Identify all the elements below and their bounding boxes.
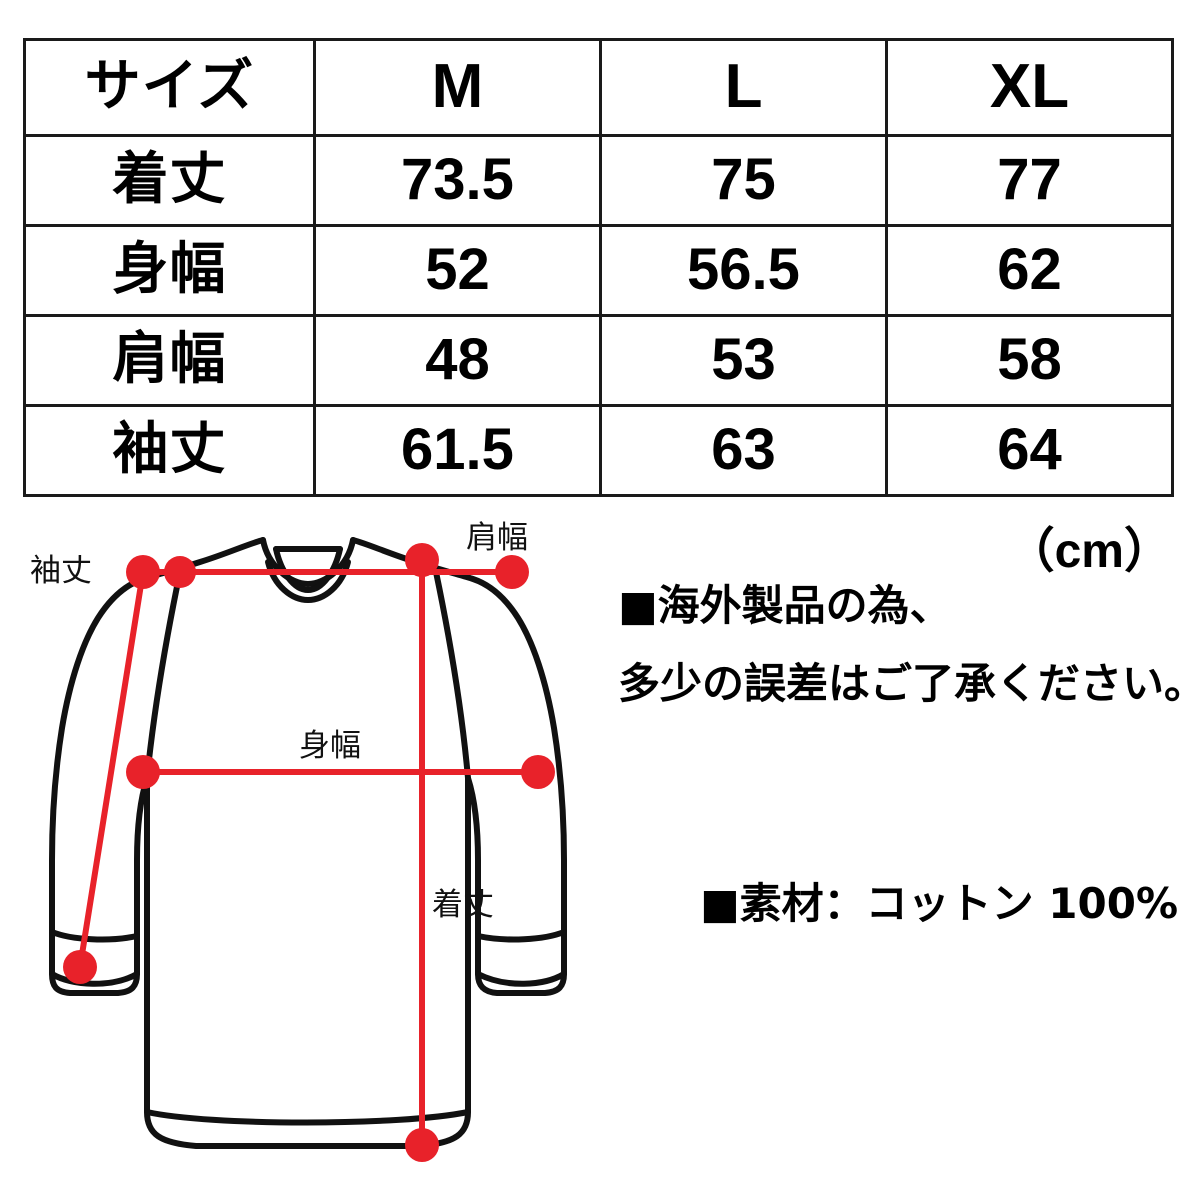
cell-value: 52 bbox=[425, 237, 490, 303]
cell-sodetake-m: 61.5 bbox=[313, 403, 602, 498]
diagram-label-shoulder-width: 肩幅 bbox=[466, 520, 528, 556]
point-shoulder-right bbox=[495, 555, 529, 589]
row-label-text: 肩幅 bbox=[112, 327, 227, 393]
header-label-size: サイズ bbox=[84, 54, 255, 120]
header-cell-l: L bbox=[599, 38, 888, 137]
cell-value: 48 bbox=[425, 327, 490, 393]
cell-sodetake-xl: 64 bbox=[885, 403, 1174, 498]
point-chest-right bbox=[521, 755, 555, 789]
point-hem-bottom bbox=[405, 1128, 439, 1162]
cell-katahaba-l: 53 bbox=[599, 313, 888, 407]
cell-value: 56.5 bbox=[687, 237, 800, 303]
cell-value: 64 bbox=[997, 417, 1062, 483]
row-label-text: 袖丈 bbox=[112, 417, 227, 483]
point-sleeve-top bbox=[126, 555, 160, 589]
size-chart-table: サイズ M L XL 着丈 73.5 75 77 bbox=[23, 38, 1174, 498]
cell-value: 61.5 bbox=[401, 417, 514, 483]
diagram-label-sleeve-length: 袖丈 bbox=[30, 553, 92, 589]
note-overseas-line2: 多少の誤差はご了承ください。 bbox=[618, 659, 1200, 708]
table-row: 肩幅 48 53 58 bbox=[23, 313, 1174, 407]
note-overseas-line1: ■海外製品の為、 bbox=[618, 581, 952, 630]
cell-value: 77 bbox=[997, 147, 1062, 213]
unit-note: （cm） bbox=[1006, 525, 1172, 578]
cell-value: 75 bbox=[711, 147, 776, 213]
table-row: 着丈 73.5 75 77 bbox=[23, 133, 1174, 227]
cell-value: 63 bbox=[711, 417, 776, 483]
header-cell-size: サイズ bbox=[23, 38, 316, 137]
point-sleeve-cuff bbox=[63, 950, 97, 984]
shirt-outline-icon bbox=[49, 537, 567, 1149]
measurement-points bbox=[63, 543, 555, 1162]
row-label-mihaba: 身幅 bbox=[23, 223, 316, 317]
header-cell-m: M bbox=[313, 38, 602, 137]
point-shoulder-neck-right bbox=[405, 543, 439, 577]
row-label-katahaba: 肩幅 bbox=[23, 313, 316, 407]
sleeve-length-line bbox=[77, 569, 146, 970]
table-row: 身幅 52 56.5 62 bbox=[23, 223, 1174, 317]
point-chest-left bbox=[126, 755, 160, 789]
cell-value: 62 bbox=[997, 237, 1062, 303]
cell-mihaba-l: 56.5 bbox=[599, 223, 888, 317]
cell-mihaba-m: 52 bbox=[313, 223, 602, 317]
diagram-label-body-length: 着丈 bbox=[432, 887, 494, 923]
cell-katahaba-xl: 58 bbox=[885, 313, 1174, 407]
cell-mihaba-xl: 62 bbox=[885, 223, 1174, 317]
cell-kitake-m: 73.5 bbox=[313, 133, 602, 227]
size-label-l: L bbox=[724, 52, 763, 122]
cell-sodetake-l: 63 bbox=[599, 403, 888, 498]
diagram-label-chest-width: 身幅 bbox=[299, 728, 361, 764]
cell-value: 58 bbox=[997, 327, 1062, 393]
point-shoulder-seam-left bbox=[164, 556, 196, 588]
cell-katahaba-m: 48 bbox=[313, 313, 602, 407]
cell-value: 53 bbox=[711, 327, 776, 393]
row-label-text: 着丈 bbox=[112, 147, 227, 213]
note-material: ■素材：コットン 100% bbox=[700, 879, 1179, 928]
size-label-m: M bbox=[431, 52, 484, 122]
garment-measurement-diagram bbox=[0, 500, 640, 1200]
row-label-kitake: 着丈 bbox=[23, 133, 316, 227]
cell-kitake-l: 75 bbox=[599, 133, 888, 227]
cell-kitake-xl: 77 bbox=[885, 133, 1174, 227]
table-row: 袖丈 61.5 63 64 bbox=[23, 403, 1174, 498]
header-cell-xl: XL bbox=[885, 38, 1174, 137]
row-label-text: 身幅 bbox=[112, 237, 227, 303]
size-label-xl: XL bbox=[989, 52, 1070, 122]
row-label-sodetake: 袖丈 bbox=[23, 403, 316, 498]
cell-value: 73.5 bbox=[401, 147, 514, 213]
measurement-lines bbox=[77, 557, 541, 1148]
table-header-row: サイズ M L XL bbox=[23, 38, 1174, 137]
